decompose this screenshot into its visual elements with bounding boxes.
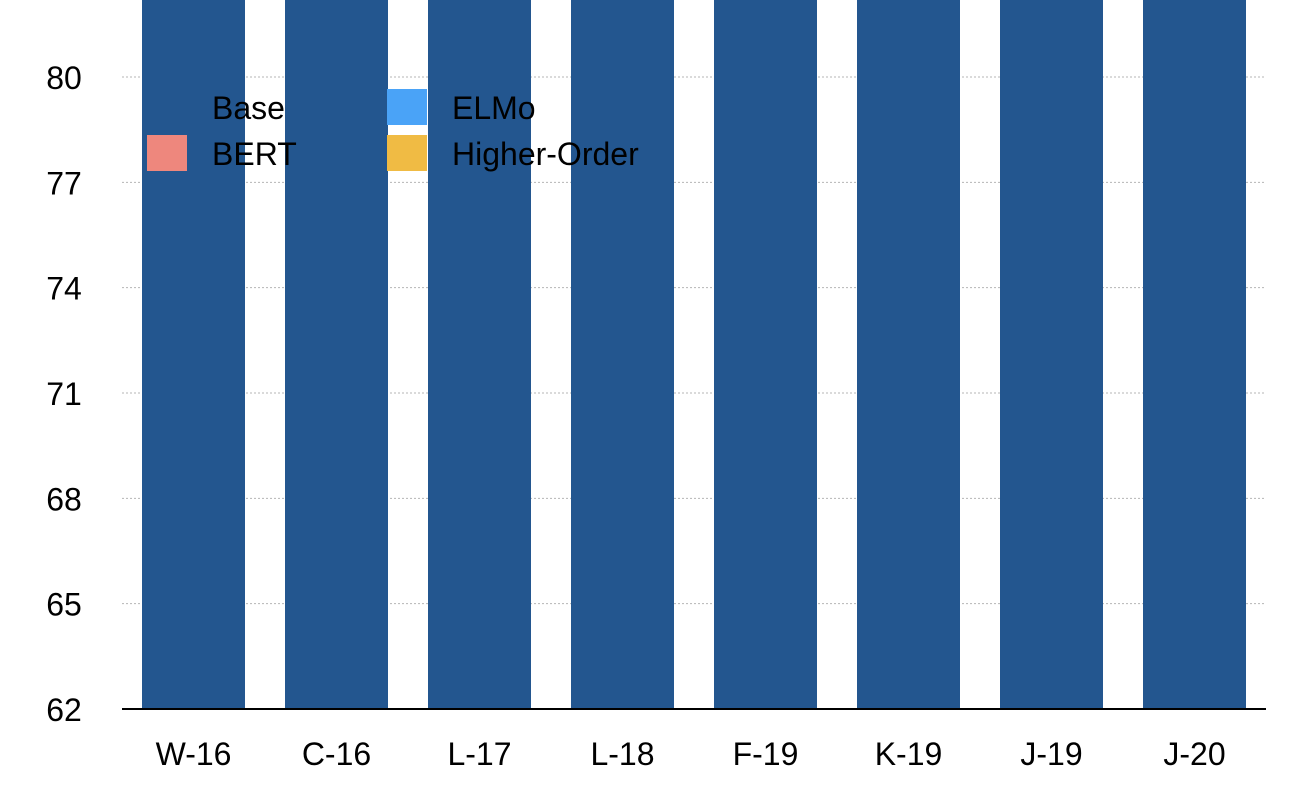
bars: 64.2165.2967.273.073.876.676.979.6 (142, 0, 1246, 710)
y-tick-label: 74 (46, 271, 82, 307)
bar-segment-base (857, 0, 960, 710)
legend-swatch (387, 89, 427, 125)
bar-segment-base (1143, 0, 1246, 709)
x-tick-label: L-18 (590, 736, 654, 772)
x-tick-label: L-17 (447, 736, 511, 772)
bar-segment-base (285, 0, 388, 709)
bar-segment-base (571, 0, 674, 710)
y-tick-label: 71 (46, 376, 82, 412)
legend-swatch (147, 135, 187, 171)
legend-label: Higher-Order (452, 136, 639, 172)
x-tick-label: W-16 (156, 736, 232, 772)
legend-swatch (387, 135, 427, 171)
x-tick-label: K-19 (875, 736, 943, 772)
axes: 62 65 68 71 74 77 80 W-16 C-16 L-17 L-18 F-19 K-19 J-… (46, 60, 1266, 772)
x-tick-label: F-19 (733, 736, 799, 772)
legend-swatch (147, 89, 187, 125)
legend-label: ELMo (452, 90, 536, 126)
x-tick-label: J-19 (1020, 736, 1082, 772)
y-tick-label: 62 (46, 692, 82, 728)
legend: Base ELMo BERT Higher-Order (147, 89, 639, 172)
legend-label: BERT (212, 136, 297, 172)
bar-segment-base (428, 0, 531, 709)
x-tick-label: J-20 (1163, 736, 1225, 772)
bar-segment-base (714, 0, 817, 709)
legend-label: Base (212, 90, 285, 126)
bar-segment-base (1000, 0, 1103, 709)
y-tick-label: 77 (46, 165, 82, 201)
y-tick-label: 68 (46, 481, 82, 517)
y-tick-label: 65 (46, 587, 82, 623)
x-tick-label: C-16 (302, 736, 371, 772)
y-tick-label: 80 (46, 60, 82, 96)
